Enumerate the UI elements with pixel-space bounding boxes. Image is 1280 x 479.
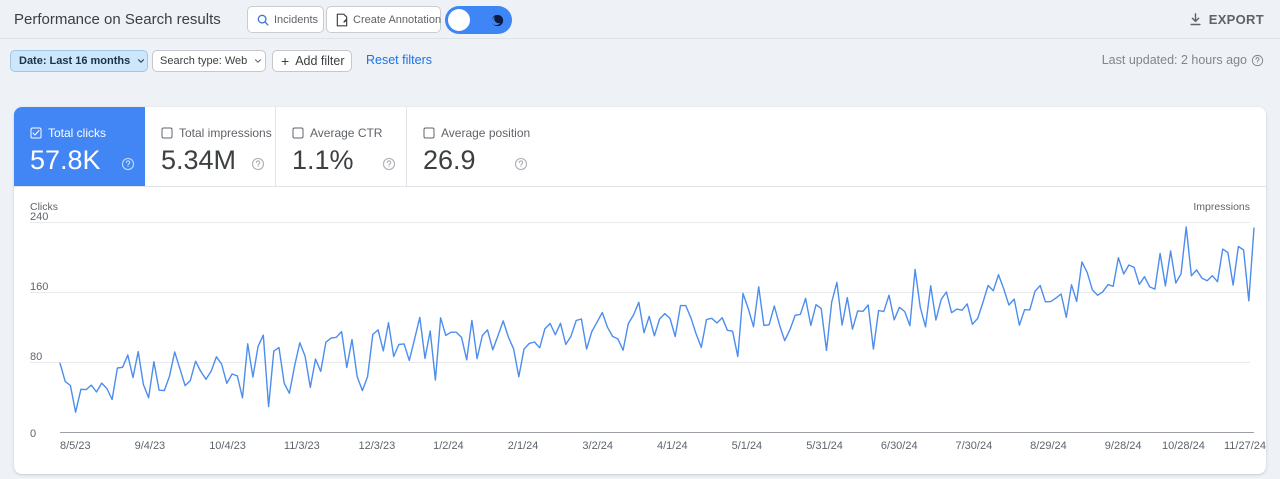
svg-text:0: 0 — [30, 428, 36, 440]
svg-text:160: 160 — [30, 281, 48, 293]
svg-text:80: 80 — [30, 351, 42, 363]
svg-text:240: 240 — [30, 211, 48, 223]
